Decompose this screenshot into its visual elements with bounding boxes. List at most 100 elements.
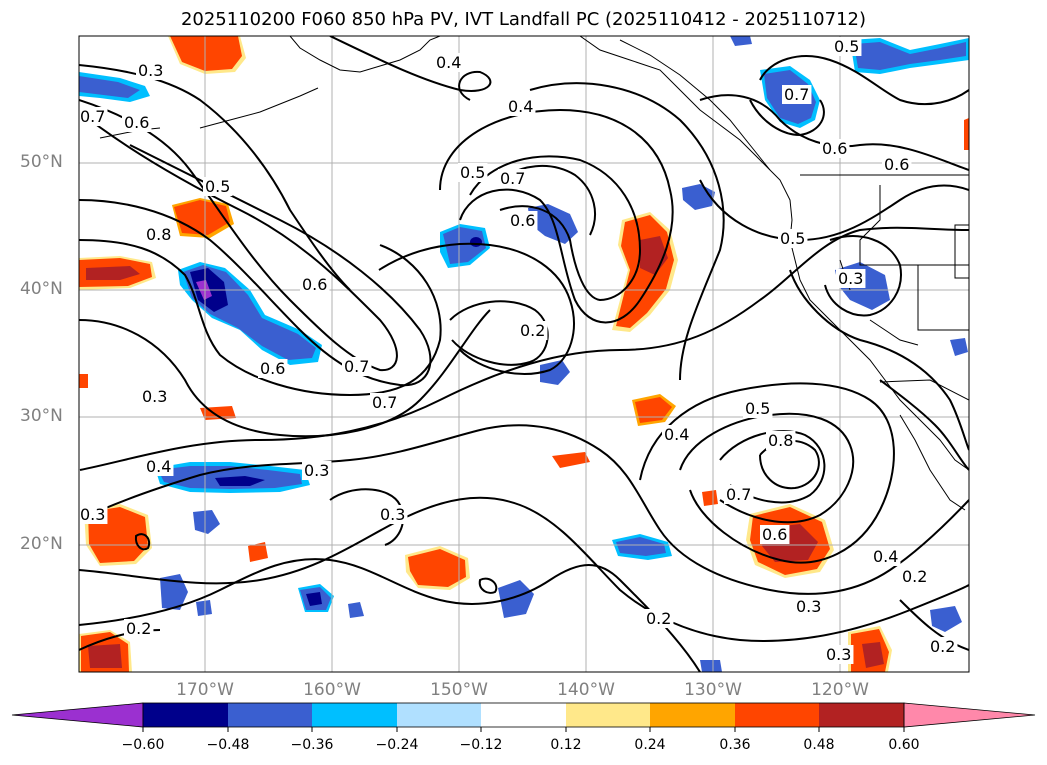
colorbar-tick-label: 0.48 xyxy=(803,737,835,753)
contour-label: 0.2 xyxy=(520,321,545,340)
contour-label-mask xyxy=(258,359,288,378)
contour-label-mask xyxy=(832,37,862,56)
contour-label-mask xyxy=(518,321,548,340)
lat-label: 40°N xyxy=(20,279,63,299)
colorbar-extend-low xyxy=(11,702,144,728)
lat-label: 30°N xyxy=(20,406,63,426)
contour-label-mask xyxy=(928,637,958,656)
colorbar-bin xyxy=(481,703,566,727)
colorbar-bin xyxy=(143,703,228,727)
contour-label-mask xyxy=(662,425,692,444)
contour-label-mask xyxy=(144,225,174,244)
lon-label: 160°W xyxy=(303,680,361,700)
colorbar-tick-label: −0.48 xyxy=(206,737,250,753)
contour-label-mask xyxy=(498,169,528,188)
lat-label: 50°N xyxy=(20,152,63,172)
lat-label: 20°N xyxy=(20,534,63,554)
contour-label-mask xyxy=(300,275,330,294)
contour-label: 0.5 xyxy=(834,37,859,56)
contour-label: 0.4 xyxy=(146,457,171,476)
contour-label: 0.3 xyxy=(80,505,105,524)
contour-label: 0.3 xyxy=(142,387,167,406)
contour-label-mask xyxy=(782,85,812,104)
contour-label-mask xyxy=(342,357,372,376)
contour-label-mask xyxy=(506,97,536,116)
colorbar-tick-label: −0.12 xyxy=(459,737,503,753)
contour-label: 0.4 xyxy=(436,53,461,72)
contour-label-mask xyxy=(302,461,332,480)
contour-label: 0.7 xyxy=(372,393,397,412)
contour-labels: 0.3 0.7 0.6 0.5 0.8 0.6 0.7 0.3 0.4 0.3 … xyxy=(79,37,958,664)
lon-label: 120°W xyxy=(811,680,869,700)
contour-label: 0.5 xyxy=(460,163,485,182)
contour-label: 0.7 xyxy=(784,85,809,104)
colorbar-tick-label: 0.24 xyxy=(634,737,666,753)
colorbar-bin xyxy=(566,703,650,727)
contour-label: 0.3 xyxy=(138,61,163,80)
colorbar-bin xyxy=(397,703,481,727)
map-plot-area: 0.3 0.7 0.6 0.5 0.8 0.6 0.7 0.3 0.4 0.3 … xyxy=(79,36,969,672)
colorbar-bin xyxy=(735,703,819,727)
contour-label: 0.6 xyxy=(302,275,327,294)
contour-label: 0.7 xyxy=(344,357,369,376)
contour-label: 0.5 xyxy=(205,177,230,196)
contour-label-mask xyxy=(900,567,930,586)
colorbar-extend-high xyxy=(903,702,1036,728)
contour-label: 0.2 xyxy=(646,609,671,628)
contour-label: 0.2 xyxy=(930,637,955,656)
colorbar-bin xyxy=(312,703,397,727)
contour-label: 0.4 xyxy=(508,97,533,116)
contour-label: 0.5 xyxy=(780,229,805,248)
lon-label: 150°W xyxy=(430,680,488,700)
contour-label: 0.6 xyxy=(822,139,847,158)
alaska-coast xyxy=(289,36,441,73)
colorbar-bin xyxy=(228,703,312,727)
contour-label: 0.7 xyxy=(726,485,751,504)
contour-label: 0.2 xyxy=(126,619,151,638)
contour-label-mask xyxy=(644,609,674,628)
contour-label: 0.3 xyxy=(304,461,329,480)
contour-label-mask xyxy=(778,229,808,248)
contour-label-mask xyxy=(79,505,108,524)
contour-label: 0.4 xyxy=(873,547,898,566)
colorbar-tick-label: −0.60 xyxy=(121,737,165,753)
colorbar-tick-label: −0.36 xyxy=(290,737,334,753)
contour-label: 0.5 xyxy=(745,399,770,418)
chart-title: 2025110200 F060 850 hPa PV, IVT Landfall… xyxy=(180,9,867,30)
contour-label: 0.8 xyxy=(146,225,171,244)
contour-label-mask xyxy=(79,107,108,126)
contour-label: 0.6 xyxy=(510,211,535,230)
contour-label: 0.6 xyxy=(260,359,285,378)
contour-label-mask xyxy=(434,53,464,72)
contour-label: 0.2 xyxy=(902,567,927,586)
contour-label-mask xyxy=(122,113,152,132)
contour-label-mask xyxy=(760,525,790,544)
contour-label: 0.3 xyxy=(380,505,405,524)
contour-label-mask xyxy=(370,393,400,412)
colorbar-tick-label: −0.24 xyxy=(375,737,419,753)
contour-label-mask xyxy=(836,269,866,288)
contour-label: 0.3 xyxy=(826,645,851,664)
colorbar-tick-label: 0.60 xyxy=(888,737,920,753)
lon-label: 170°W xyxy=(176,680,234,700)
colorbar-tick-label: 0.12 xyxy=(550,737,582,753)
contour-label-mask xyxy=(766,431,796,450)
contour-label: 0.8 xyxy=(768,431,793,450)
contour-label: 0.6 xyxy=(884,155,909,174)
contour-label-mask xyxy=(882,155,912,174)
contour-label-mask xyxy=(871,547,901,566)
contour-label-mask xyxy=(140,387,170,406)
contour-label: 0.3 xyxy=(838,269,863,288)
contour-label-mask xyxy=(458,163,488,182)
contour-label: 0.3 xyxy=(796,597,821,616)
lon-label: 130°W xyxy=(684,680,742,700)
lon-label: 140°W xyxy=(557,680,615,700)
contour-label-mask xyxy=(378,505,408,524)
positive-anomaly-patches xyxy=(79,36,969,672)
gridlines xyxy=(79,36,969,672)
contour-label-mask xyxy=(136,61,166,80)
contour-label-mask xyxy=(794,597,824,616)
plot-frame xyxy=(78,35,970,673)
colorbar-tick-label: 0.36 xyxy=(719,737,751,753)
